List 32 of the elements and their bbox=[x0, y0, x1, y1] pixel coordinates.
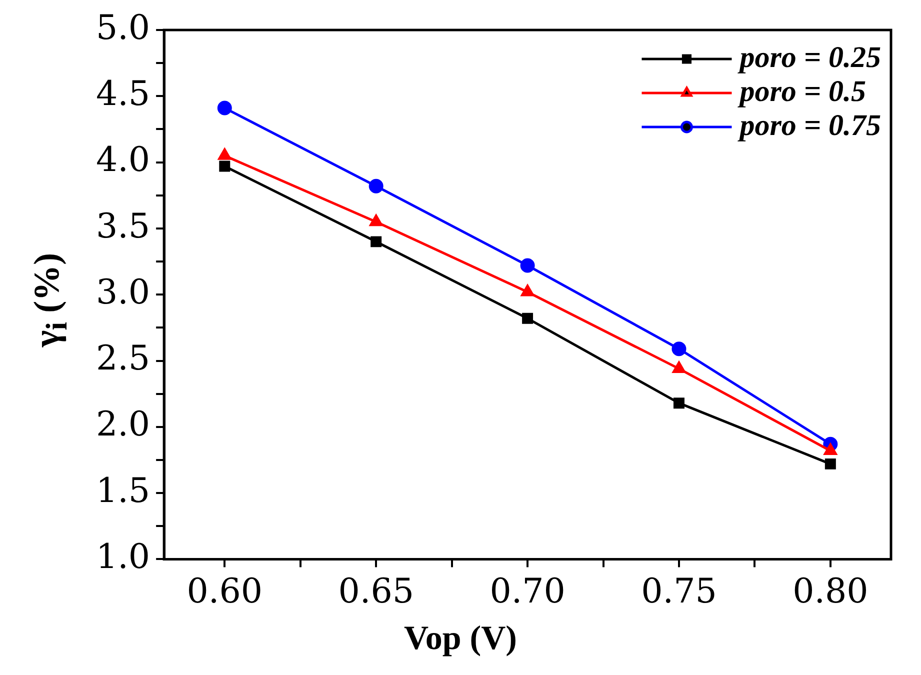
x-axis-title: Vop (V) bbox=[402, 620, 518, 658]
legend-label: poro = 0.25 bbox=[736, 40, 882, 74]
point bbox=[824, 458, 836, 470]
y-tick-label: 4.0 bbox=[96, 140, 150, 180]
point bbox=[824, 443, 837, 455]
point bbox=[368, 178, 384, 194]
y-tick-label: 3.0 bbox=[96, 272, 150, 312]
point bbox=[218, 148, 232, 160]
point bbox=[219, 160, 230, 172]
x-tick-label: 0.75 bbox=[641, 571, 717, 612]
y-tick-label: 5.0 bbox=[96, 8, 150, 48]
point bbox=[672, 342, 686, 356]
point bbox=[521, 284, 534, 296]
legend-label: poro = 0.5 bbox=[736, 74, 866, 108]
point bbox=[522, 312, 534, 324]
point bbox=[673, 398, 684, 409]
y-tick-label: 1.0 bbox=[96, 537, 150, 578]
y-tick-label: 3.5 bbox=[96, 206, 150, 246]
y-tick-label: 4.5 bbox=[96, 74, 150, 114]
point bbox=[672, 361, 686, 373]
y-tick-label: 2.0 bbox=[96, 404, 150, 445]
point bbox=[217, 100, 232, 116]
x-tick-label: 0.60 bbox=[186, 571, 262, 612]
point bbox=[370, 236, 382, 248]
point bbox=[520, 258, 535, 273]
point bbox=[370, 214, 383, 226]
legend-label: poro = 0.75 bbox=[736, 108, 882, 142]
y-tick-label: 2.5 bbox=[96, 338, 150, 379]
x-tick-label: 0.70 bbox=[490, 571, 566, 612]
x-tick-label: 0.65 bbox=[338, 571, 414, 612]
y-tick-label: 1.5 bbox=[96, 470, 150, 511]
x-tick-label: 0.80 bbox=[792, 571, 868, 612]
